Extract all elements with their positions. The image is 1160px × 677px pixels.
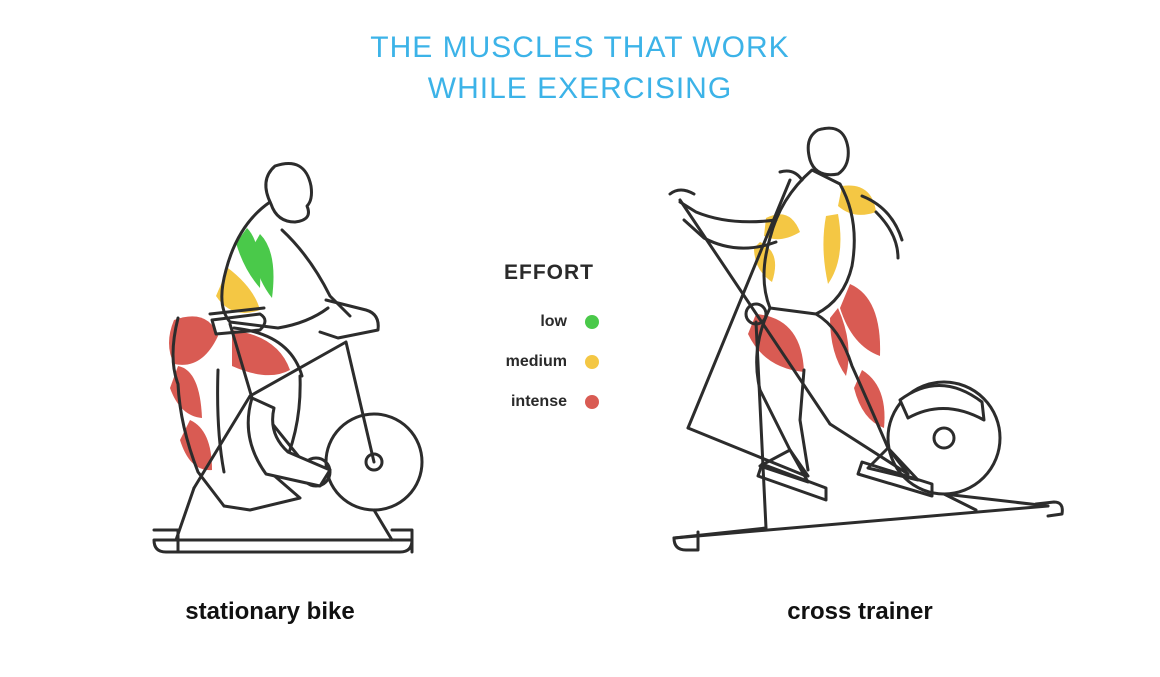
title-line-1: THE MUSCLES THAT WORK bbox=[370, 31, 789, 64]
legend-row-low: low bbox=[469, 313, 629, 331]
legend-dot-medium bbox=[585, 355, 599, 369]
legend-label-low: low bbox=[540, 313, 567, 331]
caption-stationary-bike: stationary bike bbox=[120, 598, 420, 626]
muscle-quad bbox=[232, 330, 290, 375]
title-line-2: WHILE EXERCISING bbox=[428, 72, 732, 105]
legend-row-intense: intense bbox=[469, 393, 629, 411]
effort-legend: EFFORT low medium intense bbox=[469, 261, 629, 433]
legend-label-intense: intense bbox=[511, 393, 567, 411]
legend-row-medium: medium bbox=[469, 353, 629, 371]
muscle-lat-back bbox=[823, 214, 840, 284]
legend-label-medium: medium bbox=[506, 353, 567, 371]
main-title: THE MUSCLES THAT WORK WHILE EXERCISING bbox=[0, 28, 1160, 109]
caption-cross-trainer: cross trainer bbox=[670, 598, 1050, 626]
figure-cross-trainer bbox=[640, 108, 1070, 578]
legend-dot-low bbox=[585, 315, 599, 329]
legend-heading: EFFORT bbox=[469, 261, 629, 285]
legend-dot-intense bbox=[585, 395, 599, 409]
figure-stationary-bike bbox=[120, 138, 430, 568]
